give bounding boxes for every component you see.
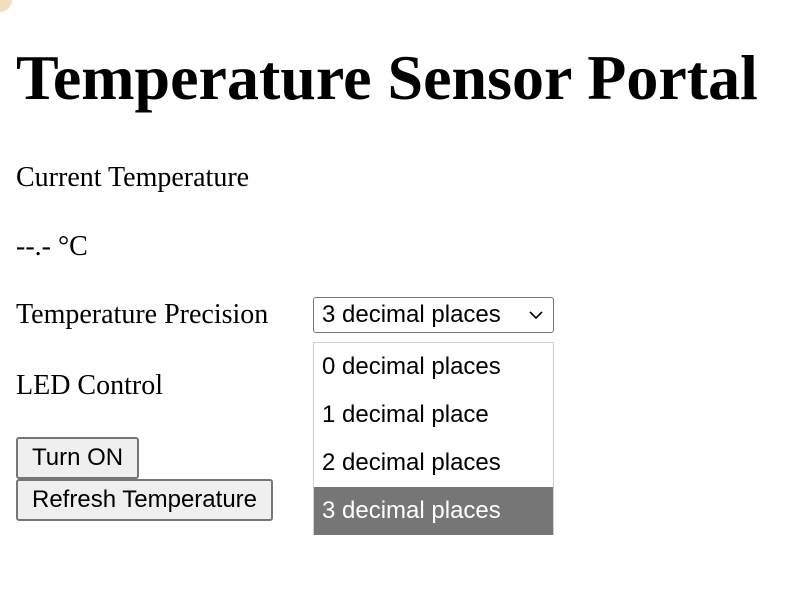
page-title: Temperature Sensor Portal [16,42,758,113]
precision-option-0[interactable]: 0 decimal places [322,353,501,380]
led-control-label: LED Control [16,370,163,401]
precision-option-3[interactable]: 3 decimal places [314,487,553,535]
refresh-temperature-button[interactable]: Refresh Temperature [16,479,273,521]
precision-option-1[interactable]: 1 decimal place [322,401,489,428]
precision-dropdown-list: 0 decimal places 1 decimal place 2 decim… [313,342,554,535]
precision-label: Temperature Precision [16,299,269,330]
precision-option-2[interactable]: 2 decimal places [322,449,501,476]
precision-select-value: 3 decimal places [322,301,501,328]
corner-decoration [0,0,12,12]
current-temperature-label: Current Temperature [16,162,250,193]
turn-on-button[interactable]: Turn ON [16,437,140,479]
chevron-down-icon [529,311,543,320]
temperature-value: --.- °C [16,231,88,262]
precision-select[interactable]: 3 decimal places [313,297,554,333]
